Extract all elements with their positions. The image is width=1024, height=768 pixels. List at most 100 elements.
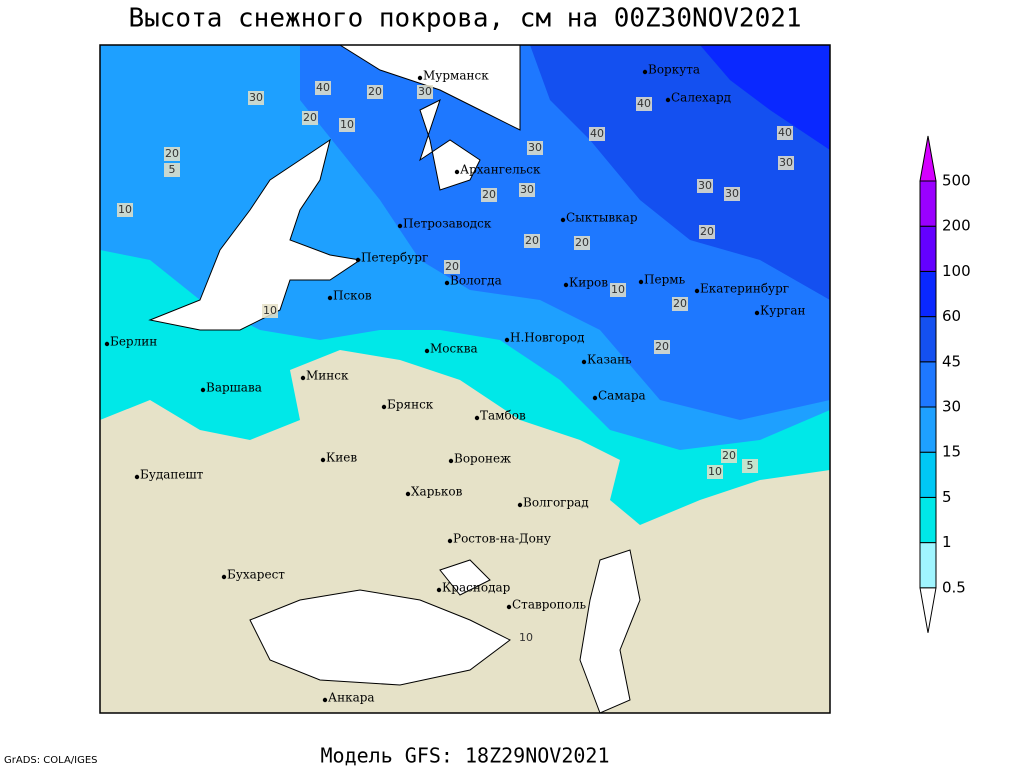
contour-label: 20	[700, 225, 714, 238]
contour-label-bg	[315, 81, 331, 95]
city-dot	[322, 697, 328, 703]
city-dot	[638, 279, 644, 285]
contour-label-bg	[339, 118, 355, 132]
city-dot	[320, 457, 326, 463]
city-label: Брянск	[387, 398, 434, 412]
city-dot	[200, 387, 206, 393]
city-dot	[397, 223, 403, 229]
contour-label-bg	[636, 97, 652, 111]
contour-label: 10	[118, 203, 132, 216]
contour-label-bg	[481, 188, 497, 202]
colorbar-band	[919, 225, 937, 272]
city-label: Бухарест	[227, 568, 285, 582]
city-label: Псков	[333, 289, 372, 303]
contour-label: 30	[779, 156, 793, 169]
contour-label: 40	[778, 126, 792, 139]
contour-label: 20	[368, 85, 382, 98]
contour-label-bg	[589, 127, 605, 141]
city-label: Екатеринбург	[700, 282, 789, 296]
city-dot	[444, 280, 450, 286]
contour-label: 10	[519, 631, 533, 644]
city-label: Тамбов	[480, 409, 526, 423]
colorbar-band	[919, 406, 937, 453]
contour-label-bg	[518, 631, 534, 645]
city-dot	[221, 574, 227, 580]
colorbar-band	[919, 316, 937, 363]
contour-label: 10	[611, 283, 625, 296]
colorbar-band	[919, 451, 937, 498]
city-dot	[355, 257, 361, 263]
contour-label: 20	[575, 236, 589, 249]
colorbar-label: 1	[942, 533, 952, 551]
contour-label: 5	[169, 163, 176, 176]
city-label: Архангельск	[460, 163, 541, 177]
contour-label-bg	[444, 260, 460, 274]
city-dot	[560, 217, 566, 223]
city-label: Петрозаводск	[403, 217, 492, 231]
city-label: Петербург	[361, 251, 428, 265]
city-label: Берлин	[110, 335, 157, 349]
city-dot	[754, 310, 760, 316]
contour-label: 30	[528, 141, 542, 154]
city-dot	[104, 341, 110, 347]
city-dot	[592, 395, 598, 401]
city-label: Самара	[598, 389, 646, 403]
colorbar-label: 5	[942, 488, 952, 506]
contour-label: 10	[263, 304, 277, 317]
city-dot	[504, 337, 510, 343]
title: Высота снежного покрова, см на 00Z30NOV2…	[128, 4, 801, 34]
contour-label-bg	[302, 111, 318, 125]
colorbar-label: 60	[942, 307, 961, 325]
city-label: Варшава	[206, 381, 262, 395]
contour-label-bg	[707, 465, 723, 479]
contour-label-bg	[610, 283, 626, 297]
contour-label: 30	[725, 187, 739, 200]
contour-label-bg	[654, 340, 670, 354]
contour-label-bg	[417, 85, 433, 99]
contour-label-bg	[164, 163, 180, 177]
contour-label-bg	[778, 156, 794, 170]
colorbar-cap	[919, 587, 937, 633]
contour-label-bg	[519, 183, 535, 197]
city-dot	[517, 502, 523, 508]
contour-label-bg	[721, 449, 737, 463]
contour-label-bg	[724, 187, 740, 201]
contour-label: 30	[249, 91, 263, 104]
city-dot	[563, 282, 569, 288]
city-dot	[417, 75, 423, 81]
colorbar-label: 200	[942, 217, 971, 235]
city-label: Будапешт	[140, 468, 204, 482]
contour-label: 10	[708, 465, 722, 478]
contour-label: 20	[165, 147, 179, 160]
city-dot	[381, 404, 387, 410]
city-dot	[436, 587, 442, 593]
city-dot	[405, 491, 411, 497]
map: Мурманск Воркута Салехард Архангельск Сыктыв…	[99, 44, 831, 714]
contour-label-bg	[527, 141, 543, 155]
contour-label-bg	[524, 234, 540, 248]
contour-label-bg	[672, 297, 688, 311]
city-dot	[448, 458, 454, 464]
colorbar-band	[919, 496, 937, 544]
contour-label: 10	[340, 118, 354, 131]
contour-label-bg	[697, 179, 713, 193]
city-dot	[134, 474, 140, 480]
contour-label: 20	[673, 297, 687, 310]
contour-label-bg	[117, 203, 133, 217]
city-dot	[506, 604, 512, 610]
contour-label: 30	[418, 85, 432, 98]
city-label: Киев	[326, 451, 357, 465]
colorbar-label: 0.5	[942, 578, 966, 596]
city-label: Ростов-на-Дону	[453, 532, 551, 546]
contour-label: 40	[316, 81, 330, 94]
city-dot	[665, 97, 671, 103]
city-label: Краснодар	[442, 581, 511, 595]
city-label: Ставрополь	[512, 598, 586, 612]
city-dot	[327, 295, 333, 301]
colorbar-band	[919, 180, 937, 227]
city-label: Киров	[569, 276, 608, 290]
colorbar-cap	[919, 135, 937, 182]
city-label: Воронеж	[454, 452, 511, 466]
